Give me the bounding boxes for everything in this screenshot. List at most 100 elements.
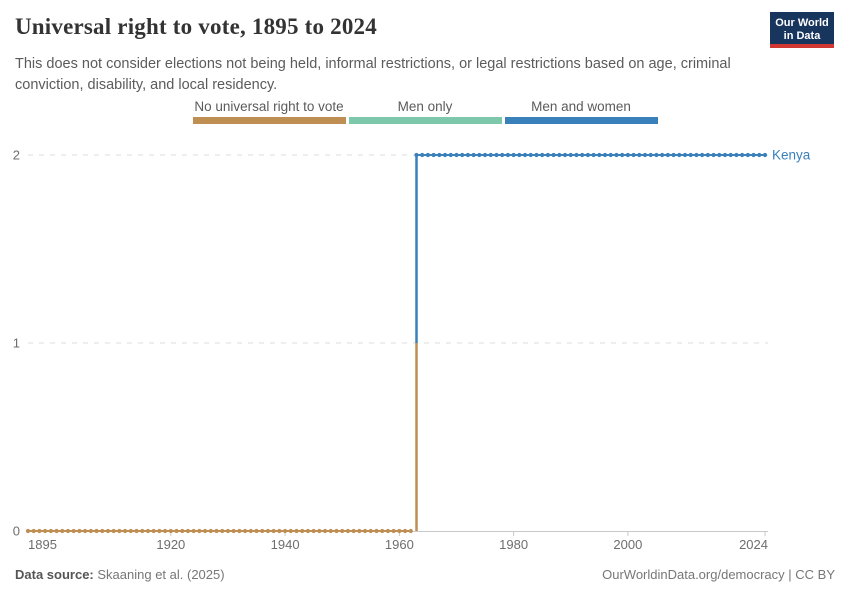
series-year-dot: [408, 528, 413, 534]
series-year-dot: [757, 152, 762, 158]
series-year-dot: [511, 152, 516, 158]
series-year-dot: [437, 152, 442, 158]
license-link[interactable]: OurWorldinData.org/democracy | CC BY: [602, 567, 835, 582]
series-year-dot: [180, 528, 185, 534]
series-year-dot: [471, 152, 476, 158]
series-year-dot: [585, 152, 590, 158]
series-year-dot: [197, 528, 202, 534]
legend-item-men-and-women[interactable]: Men and women: [504, 99, 658, 124]
series-year-dot: [391, 528, 396, 534]
series-year-dot: [43, 528, 48, 534]
legend-color-bar: [504, 117, 658, 124]
series-year-dot: [345, 528, 351, 534]
series-year-dot: [385, 528, 391, 534]
series-year-dot: [243, 528, 248, 534]
series-year-dot: [562, 152, 568, 158]
x-tick-label: 1960: [385, 537, 414, 552]
series-year-dot: [705, 152, 710, 158]
series-year-dot: [65, 528, 71, 534]
series-year-dot: [334, 528, 339, 534]
series-year-dot: [414, 152, 419, 158]
series-year-dot: [602, 152, 608, 158]
series-year-dot: [734, 152, 739, 158]
series-year-dot: [357, 528, 362, 534]
series-year-dot: [625, 152, 630, 158]
series-year-dot: [637, 152, 642, 158]
series-year-dot: [448, 152, 453, 158]
series-year-dot: [620, 152, 625, 158]
series-year-dot: [402, 528, 408, 534]
legend-item-no-universal-right[interactable]: No universal right to vote: [192, 99, 346, 124]
series-year-dot: [711, 152, 716, 158]
series-year-dot: [328, 528, 333, 534]
series-year-dot: [528, 152, 533, 158]
series-year-dot: [111, 528, 116, 534]
series-year-dot: [100, 528, 105, 534]
series-year-dot: [277, 528, 282, 534]
series-year-dot: [317, 528, 322, 534]
series-year-dot: [300, 528, 305, 534]
plot-area[interactable]: 0 1 2 1895 1920 1940 1960 1980 2000 2024 Kenya: [0, 130, 850, 560]
series-year-dot: [551, 152, 556, 158]
series-year-dot: [362, 528, 368, 534]
series-year-dot: [351, 528, 356, 534]
series-year-dot: [614, 152, 619, 158]
series-year-dot: [248, 528, 253, 534]
series-year-dot: [494, 152, 499, 158]
series-year-dot: [203, 528, 208, 534]
series-year-dot: [660, 152, 665, 158]
series-year-dot: [431, 152, 436, 158]
series-year-dot: [751, 152, 756, 158]
series-year-dot: [94, 528, 99, 534]
series-year-dot: [123, 528, 128, 534]
series-year-dot: [368, 528, 373, 534]
series-year-dot: [225, 528, 231, 534]
owid-logo[interactable]: Our World in Data: [770, 12, 834, 48]
series-year-dot: [265, 528, 271, 534]
series-year-dot: [642, 152, 648, 158]
series-year-dot: [140, 528, 145, 534]
chart-title: Universal right to vote, 1895 to 2024: [15, 14, 377, 39]
x-tick-label: 1940: [271, 537, 300, 552]
data-source-label: Data source:: [15, 567, 94, 582]
x-tick-label: 2024: [739, 537, 768, 552]
series-year-dot: [568, 152, 573, 158]
series-year-dot: [214, 528, 219, 534]
series-year-dot: [665, 152, 670, 158]
series-year-dot: [105, 528, 111, 534]
x-tick-label: 1920: [156, 537, 185, 552]
series-year-dot: [48, 528, 53, 534]
y-tick-label: 0: [13, 524, 20, 539]
series-year-dot: [591, 152, 596, 158]
legend-label: Men and women: [531, 99, 631, 114]
series-year-dot: [60, 528, 65, 534]
y-tick-label: 1: [13, 336, 20, 351]
series-year-dot: [745, 152, 750, 158]
series-year-dot: [442, 152, 448, 158]
series-year-dot: [397, 528, 402, 534]
x-tick-label: 2000: [613, 537, 642, 552]
owid-logo-line1: Our World: [775, 17, 829, 29]
series-year-dot: [722, 152, 728, 158]
series-year-dot: [522, 152, 528, 158]
series-year-dot: [557, 152, 562, 158]
series-year-dot: [517, 152, 522, 158]
series-year-dot: [168, 528, 173, 534]
series-year-dot: [762, 152, 768, 158]
legend-color-bar: [348, 117, 502, 124]
series-year-dot: [488, 152, 493, 158]
series-year-dot: [311, 528, 316, 534]
series-year-dot: [534, 152, 539, 158]
series-year-dot: [420, 152, 425, 158]
series-year-dot: [191, 528, 196, 534]
x-tick-label: 1980: [499, 537, 528, 552]
series-year-dot: [597, 152, 602, 158]
series-year-dot: [648, 152, 653, 158]
series-year-dot: [694, 152, 699, 158]
series-year-dot: [700, 152, 705, 158]
series-year-dot: [163, 528, 168, 534]
legend-item-men-only[interactable]: Men only: [348, 99, 502, 124]
series-year-dot: [460, 152, 465, 158]
chart-svg: 0 1 2 1895 1920 1940 1960 1980 2000 2024 Kenya: [13, 148, 811, 553]
series-label-kenya: Kenya: [772, 148, 811, 163]
